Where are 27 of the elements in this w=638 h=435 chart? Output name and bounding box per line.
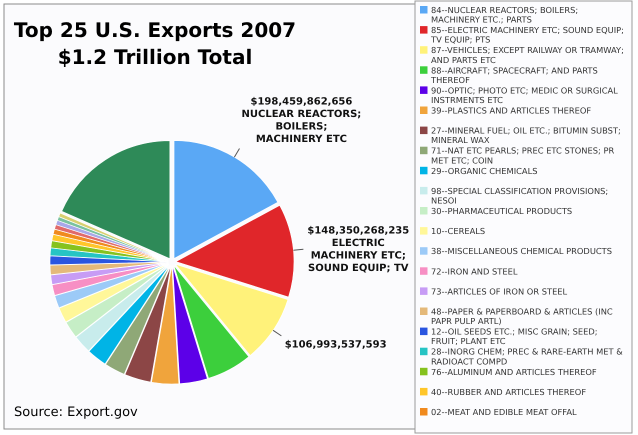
legend-label: 29--ORGANIC CHEMICALS <box>431 166 538 176</box>
legend-label: 28--INORG CHEM; PREC & RARE-EARTH MET & RADIOACT COMPD <box>431 346 624 366</box>
text: $1.2 Trillion Total <box>58 45 252 69</box>
legend-label: 85--ELECTRIC MACHINERY ETC; SOUND EQUIP; TV EQUIP; PTS <box>430 25 624 45</box>
legend-label: 27--MINERAL FUEL; OIL ETC.; BITUMIN SUBST; MINERAL WAX <box>431 126 621 146</box>
legend-label: 48--PAPER & PAPERBOARD & ARTICLES (INC PAPR PULP ARTL) <box>431 306 613 326</box>
source-note: Source: Export.gov <box>14 405 138 420</box>
data-label: $148,350,268,235 ELECTRIC MACHINERY ETC; SOUND EQUIP; TV <box>307 225 410 274</box>
legend-label: 12--OIL SEEDS ETC.; MISC GRAIN; SEED; FRUIT; PLANT ETC <box>431 326 598 346</box>
legend-label: 84--NUCLEAR REACTORS; BOILERS; MACHINERY ETC.; PARTS <box>431 5 578 25</box>
legend-label: 71--NAT ETC PEARLS; PREC ETC STONES; PR MET ETC; COIN <box>431 146 614 166</box>
legend-label: 72--IRON AND STEEL <box>431 266 518 276</box>
data-label: $198,459,862,656 NUCLEAR REACTORS; BOILERS; MACHINERY ETC <box>242 96 362 146</box>
legend-label: 98--SPECIAL CLASSIFICATION PROVISIONS; NESOI <box>431 186 608 206</box>
legend-label: 30--PHARMACEUTICAL PRODUCTS <box>431 206 572 216</box>
legend-label: 10--CEREALS <box>431 226 486 236</box>
legend-label: 76--ALUMINUM AND ARTICLES THEREOF <box>431 366 597 377</box>
legend-label: 73--ARTICLES OF IRON OR STEEL <box>431 286 568 296</box>
legend-label: 02--MEAT AND EDIBLE MEAT OFFAL <box>431 407 577 417</box>
legend-label: 38--MISCELLANEOUS CHEMICAL PRODUCTS <box>431 246 612 256</box>
legend-label: 88--AIRCRAFT; SPACECRAFT; AND PARTS THEREOF <box>430 65 598 85</box>
legend-label: 39--PLASTICS AND ARTICLES THEREOF <box>431 106 592 116</box>
text: Top 25 U.S. Exports 2007 <box>14 18 296 42</box>
data-label: $106,993,537,593 <box>284 340 387 351</box>
legend-label: 87--VEHICLES; EXCEPT RAILWAY OR TRAMWAY; AND PARTS ETC <box>431 45 624 65</box>
legend-label: 90--OPTIC; PHOTO ETC; MEDIC OR SURGICAL INSTRMENTS ETC <box>431 85 618 105</box>
legend-label: 40--RUBBER AND ARTICLES THEREOF <box>431 386 586 397</box>
